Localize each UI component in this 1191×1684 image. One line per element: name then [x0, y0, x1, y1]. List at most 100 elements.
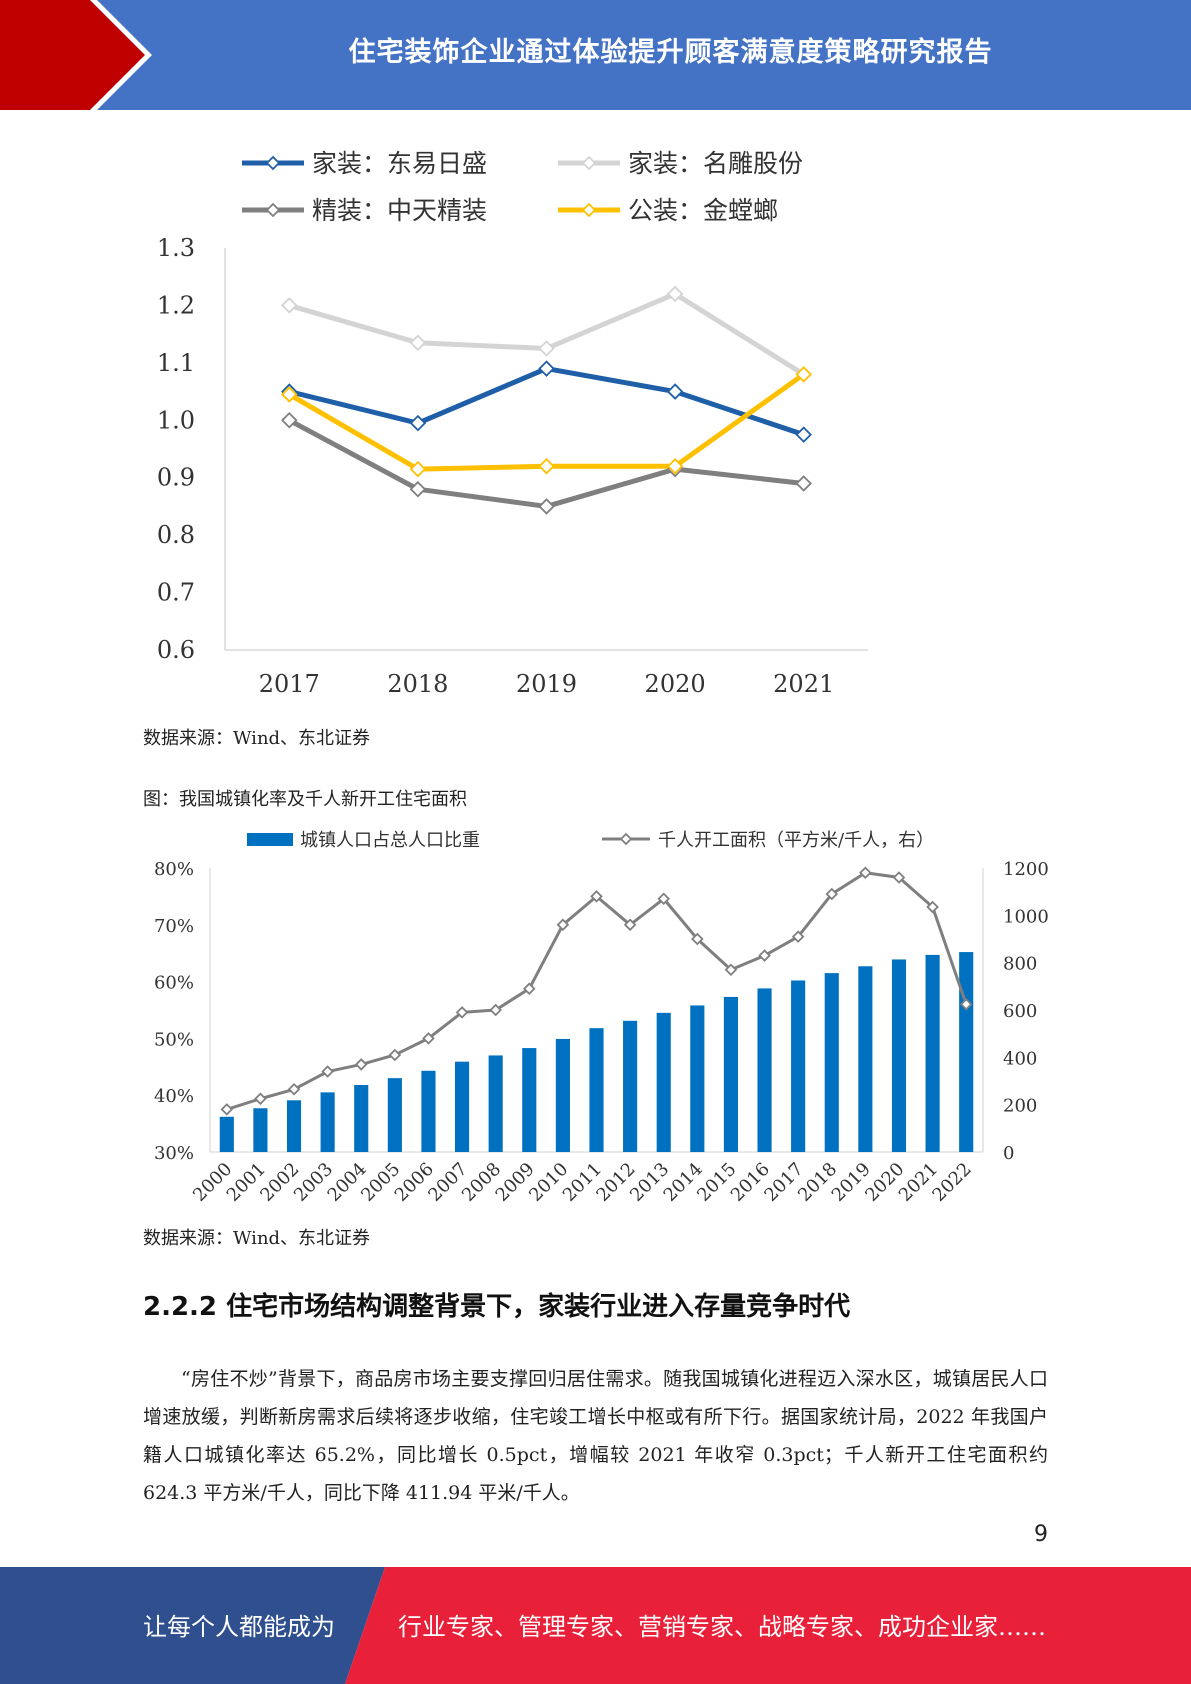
figure2-caption: 图：我国城镇化率及千人新开工住宅面积 [143, 789, 467, 810]
data-point [354, 1058, 368, 1071]
legend-label: 城镇人口占总人口比重 [300, 830, 480, 851]
bar [320, 1092, 335, 1152]
data-point [409, 334, 427, 352]
footer-slogan-right: 行业专家、管理专家、营销专家、战略专家、成功企业家…… [398, 1613, 1046, 1641]
y-tick-label: 0.8 [157, 521, 195, 549]
data-point [666, 383, 684, 400]
data-point [691, 932, 704, 946]
bar [421, 1070, 436, 1152]
x-tick-label: 2020 [645, 670, 706, 698]
y-right-tick-label: 800 [1003, 954, 1037, 975]
page-header: 住宅装饰企业通过体验提升顾客满意度策略研究报告 [0, 0, 1191, 110]
data-point [281, 297, 298, 314]
data-point [926, 900, 939, 914]
section-heading: 2.2.2 住宅市场结构调整背景下，家装行业进入存量竞争时代 [143, 1292, 851, 1322]
combo-chart-figure2: 城镇人口占总人口比重 千人开工面积（平方米/千人，右） 30% 40% 50% 60% 70… [154, 830, 1049, 1206]
header-decoration [0, 0, 152, 110]
data-point [220, 1103, 234, 1116]
data-point [859, 866, 872, 880]
bar [723, 996, 738, 1152]
y-right-tick-label: 1200 [1003, 859, 1049, 880]
bar [455, 1061, 470, 1152]
bar [354, 1084, 369, 1152]
legend-label: 家装：东易日盛 [312, 149, 487, 178]
data-point [388, 1048, 402, 1062]
y-tick-label: 1.1 [157, 349, 195, 377]
footer-decoration [0, 1567, 1191, 1684]
y-tick-label: 0.7 [157, 579, 195, 607]
data-point [892, 871, 906, 884]
data-point [254, 1092, 267, 1106]
data-point [666, 285, 684, 303]
bar [891, 959, 907, 1152]
data-point [590, 890, 603, 903]
bar [925, 954, 940, 1152]
data-point [455, 1006, 469, 1019]
data-point [538, 457, 555, 475]
data-point [538, 360, 555, 377]
data-point [795, 475, 812, 492]
bar [656, 1012, 671, 1152]
legend-label: 精装：中天精装 [312, 196, 487, 225]
y-tick-label: 1.2 [157, 291, 195, 319]
y-left-tick-label: 50% [154, 1029, 194, 1050]
data-point [795, 366, 812, 383]
bar [555, 1038, 570, 1152]
data-point [489, 1003, 502, 1017]
legend-marker [581, 155, 597, 171]
data-point [666, 457, 684, 475]
data-point [657, 892, 670, 906]
y-right-tick-label: 0 [1003, 1143, 1014, 1164]
legend-marker [581, 202, 597, 218]
bar [286, 1100, 302, 1152]
bar [387, 1078, 402, 1152]
legend-label: 公装：金螳螂 [628, 196, 778, 225]
legend-marker [619, 832, 633, 846]
series-line [288, 366, 805, 438]
data-point [523, 982, 536, 995]
data-point [623, 918, 637, 932]
data-point [409, 460, 427, 478]
data-point [724, 963, 738, 977]
figure2-source: 数据来源：Wind、东北证券 [143, 1228, 371, 1249]
y-right-tick-label: 1000 [1003, 906, 1049, 927]
bar [858, 966, 873, 1152]
y-left-tick-label: 40% [154, 1086, 194, 1107]
data-point [758, 949, 771, 962]
bar [253, 1108, 268, 1152]
x-tick-label: 2019 [516, 670, 577, 698]
legend-swatch [247, 833, 293, 846]
body-paragraph: “房住不炒”背景下，商品房市场主要支撑回归居住需求。随我国城镇化进程迈入深水区，… [143, 1368, 1048, 1504]
y-tick-label: 1.0 [157, 406, 195, 434]
footer-slogan-left: 让每个人都能成为 [143, 1613, 335, 1641]
y-tick-label: 0.6 [157, 636, 195, 664]
legend-label: 千人开工面积（平方米/千人，右） [658, 830, 934, 851]
x-tick-label: 2021 [773, 670, 834, 698]
y-right-tick-label: 400 [1003, 1048, 1037, 1069]
data-point [825, 887, 839, 901]
data-point [321, 1065, 334, 1078]
bar [589, 1028, 604, 1152]
bar [623, 1020, 638, 1152]
bar [959, 952, 974, 1152]
bar [522, 1048, 537, 1152]
data-point [538, 340, 555, 357]
report-title: 住宅装饰企业通过体验提升顾客满意度策略研究报告 [348, 37, 993, 68]
data-point [538, 498, 555, 515]
data-point [795, 426, 812, 443]
bar [757, 988, 772, 1152]
x-tick-label: 2017 [259, 670, 320, 698]
data-point [281, 386, 298, 403]
data-point [409, 414, 427, 432]
data-point [281, 412, 298, 429]
data-point [422, 1032, 435, 1045]
y-left-tick-label: 60% [154, 973, 194, 994]
y-right-tick-label: 600 [1003, 1001, 1037, 1022]
bar [824, 973, 839, 1152]
x-tick-label: 2018 [387, 670, 448, 698]
page-footer: 让每个人都能成为 行业专家、管理专家、营销专家、战略专家、成功企业家…… [0, 1567, 1191, 1684]
bar [690, 1005, 705, 1152]
data-point [959, 998, 973, 1011]
legend-label: 家装：名雕股份 [628, 149, 803, 178]
